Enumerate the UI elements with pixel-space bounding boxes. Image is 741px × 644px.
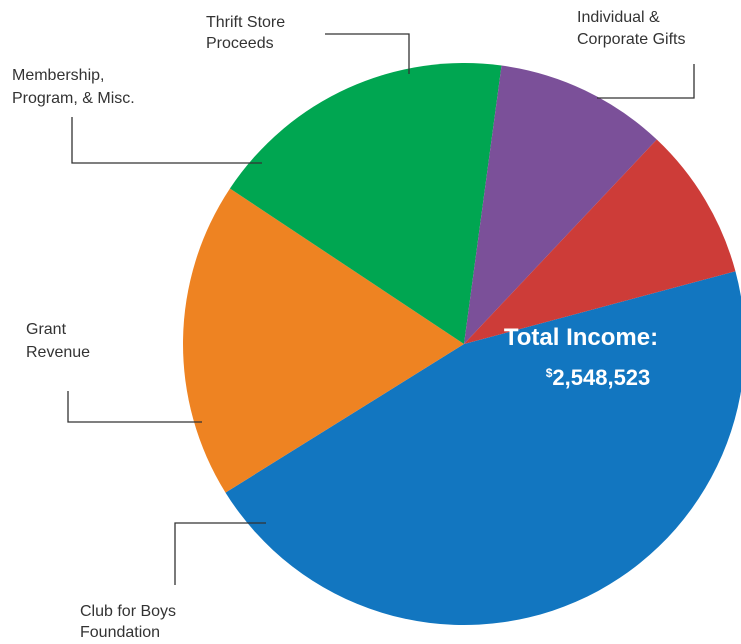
slice-label-club-for-boys-line1: Club for Boys xyxy=(80,603,176,620)
slice-label-thrift-store: Thrift Store Proceeds xyxy=(206,14,290,52)
pie-slice-grant-revenue xyxy=(229,63,502,344)
leader-line-membership xyxy=(71,117,262,164)
slice-label-thrift-store-line1: Thrift Store xyxy=(206,14,285,31)
total-income-value: $2,548,523 xyxy=(546,365,651,390)
leader-line-individual-gifts xyxy=(597,64,695,99)
slice-label-club-for-boys-line2: Foundation xyxy=(80,624,160,641)
total-income-currency: $ xyxy=(546,366,553,380)
leader-line-thrift-store xyxy=(325,33,410,74)
slice-labels: Individual & Corporate Gifts Thrift Stor… xyxy=(12,9,685,641)
slice-label-individual-gifts-line1: Individual & xyxy=(577,9,660,26)
slice-label-membership-line1: Membership, xyxy=(12,67,104,84)
total-income-amount: 2,548,523 xyxy=(552,365,650,390)
leader-line-grant-revenue xyxy=(67,391,202,423)
leader-lines xyxy=(67,33,695,585)
slice-label-membership-line2: Program, & Misc. xyxy=(12,90,135,107)
slice-label-grant-revenue-line1: Grant xyxy=(26,321,67,338)
leader-line-club-for-boys xyxy=(174,522,266,585)
slice-label-individual-gifts: Individual & Corporate Gifts xyxy=(577,9,685,48)
total-income-title: Total Income: xyxy=(504,324,658,351)
slice-label-club-for-boys: Club for Boys Foundation xyxy=(80,603,181,641)
pie-slice-thrift-store-proceeds xyxy=(464,139,736,344)
pie-slice-individual-corporate-gifts xyxy=(225,271,741,625)
slice-label-membership: Membership, Program, & Misc. xyxy=(12,67,135,107)
slice-label-grant-revenue: Grant Revenue xyxy=(26,321,90,361)
pie-slice-club-for-boys-foundation xyxy=(183,188,464,493)
slice-label-thrift-store-line2: Proceeds xyxy=(206,35,274,52)
slice-label-individual-gifts-line2: Corporate Gifts xyxy=(577,31,685,48)
pie-slice-membership-program-misc xyxy=(464,65,657,345)
slice-label-grant-revenue-line2: Revenue xyxy=(26,344,90,361)
pie-slices xyxy=(183,63,741,625)
